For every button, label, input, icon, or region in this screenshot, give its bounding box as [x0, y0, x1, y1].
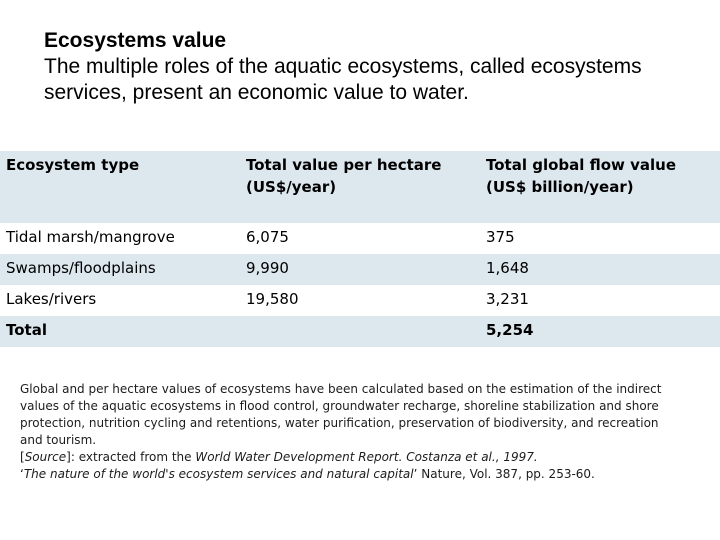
table-header-row: Ecosystem type Total value per hectare (… [0, 151, 720, 223]
page-subtitle: The multiple roles of the aquatic ecosys… [44, 55, 642, 104]
ecosystem-type-cell: Swamps/floodplains [0, 254, 240, 285]
ecosystem-value-table: Ecosystem type Total value per hectare (… [0, 151, 720, 347]
ecosystem-type-cell: Tidal marsh/mangrove [6, 228, 175, 246]
source-label: Source [24, 450, 67, 464]
value-per-hectare-cell: 9,990 [240, 254, 480, 285]
table-row: Tidal marsh/mangrove 6,075 375 [0, 223, 720, 254]
report-title: World Water Development Report. Costanza… [195, 450, 538, 464]
total-label-cell: Total [0, 316, 240, 347]
column-header-ecosystem-type: Ecosystem type [0, 151, 240, 223]
footnote-source: [Source]: extracted from the World Water… [20, 450, 538, 464]
footnote-citation: ‘The nature of the world's ecosystem ser… [20, 467, 595, 481]
table-total-row: Total 5,254 [0, 316, 720, 347]
footnote: Global and per hectare values of ecosyst… [20, 381, 680, 483]
footnote-paragraph: Global and per hectare values of ecosyst… [20, 382, 662, 447]
global-flow-value-cell: 1,648 [480, 254, 720, 285]
total-value-per-hectare-cell [240, 316, 480, 347]
column-header-value-per-hectare: Total value per hectare (US$/year) [240, 151, 480, 223]
value-per-hectare-cell: 6,075 [246, 228, 289, 246]
ecosystem-type-cell: Lakes/rivers [6, 290, 97, 308]
page-title: Ecosystems value [44, 29, 227, 52]
global-flow-value-cell: 375 [486, 228, 515, 246]
article-title: The nature of the world's ecosystem serv… [23, 467, 414, 481]
table-row: Lakes/rivers 19,580 3,231 [0, 285, 720, 316]
total-global-flow-cell: 5,254 [480, 316, 720, 347]
global-flow-value-cell: 3,231 [486, 290, 529, 308]
column-header-global-flow-value: Total global flow value (US$ billion/yea… [480, 151, 720, 223]
header: Ecosystems value The multiple roles of t… [44, 28, 704, 106]
value-per-hectare-cell: 19,580 [246, 290, 299, 308]
table-row: Swamps/floodplains 9,990 1,648 [0, 254, 720, 285]
